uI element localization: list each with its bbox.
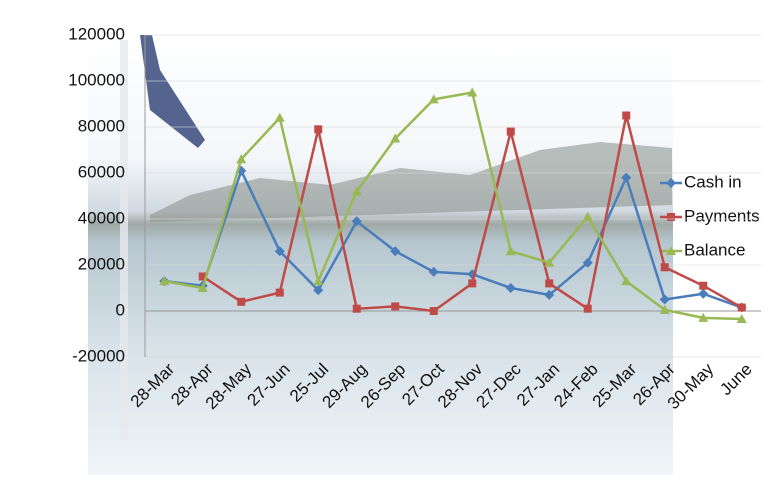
y-tick-label: 120000 (68, 24, 125, 43)
point (313, 276, 324, 286)
legend-marker (666, 246, 676, 255)
point (505, 283, 516, 293)
point (660, 263, 669, 272)
legend-marker (667, 213, 675, 221)
point (544, 289, 555, 300)
point (313, 285, 324, 296)
y-tick-label: 20000 (78, 254, 125, 273)
point (198, 272, 207, 281)
y-tick-label: 60000 (78, 162, 125, 181)
point (467, 87, 478, 97)
point (428, 266, 439, 277)
legend-label: Balance (684, 240, 745, 259)
series-line (164, 91, 742, 321)
point (621, 172, 632, 183)
point (505, 246, 516, 256)
point (699, 281, 708, 290)
point (737, 303, 746, 312)
point (736, 314, 747, 324)
point (698, 288, 709, 299)
y-tick-label: 0 (116, 300, 125, 319)
point (237, 297, 246, 306)
point (391, 302, 400, 311)
point (468, 279, 477, 288)
point (582, 257, 593, 268)
point (428, 94, 439, 104)
point (583, 304, 592, 313)
y-tick-label: -20000 (72, 346, 125, 365)
x-tick-label: June (716, 360, 756, 400)
point (698, 312, 709, 322)
point (544, 257, 555, 267)
point (274, 112, 285, 122)
point (274, 246, 285, 257)
point (351, 216, 362, 227)
y-tick-label: 40000 (78, 208, 125, 227)
series-line (164, 169, 743, 309)
point (352, 304, 361, 313)
point (351, 186, 362, 196)
point (390, 246, 401, 257)
point (314, 125, 323, 134)
point (622, 111, 631, 120)
y-tick-label: 80000 (78, 116, 125, 135)
point (659, 304, 670, 314)
background-photo (88, 35, 673, 475)
y-tick-label: 100000 (68, 70, 125, 89)
point (506, 127, 515, 136)
point (159, 276, 170, 286)
point (197, 283, 208, 292)
point (275, 288, 284, 297)
point (582, 211, 593, 221)
point (390, 133, 401, 143)
legend: Cash in Payments Balance (660, 172, 760, 259)
legend-marker (666, 178, 676, 188)
point (236, 154, 247, 164)
point (621, 276, 632, 286)
point (545, 279, 554, 288)
point (659, 294, 670, 305)
legend-label: Cash in (684, 172, 742, 191)
point (429, 307, 438, 315)
legend-label: Payments (684, 206, 760, 225)
